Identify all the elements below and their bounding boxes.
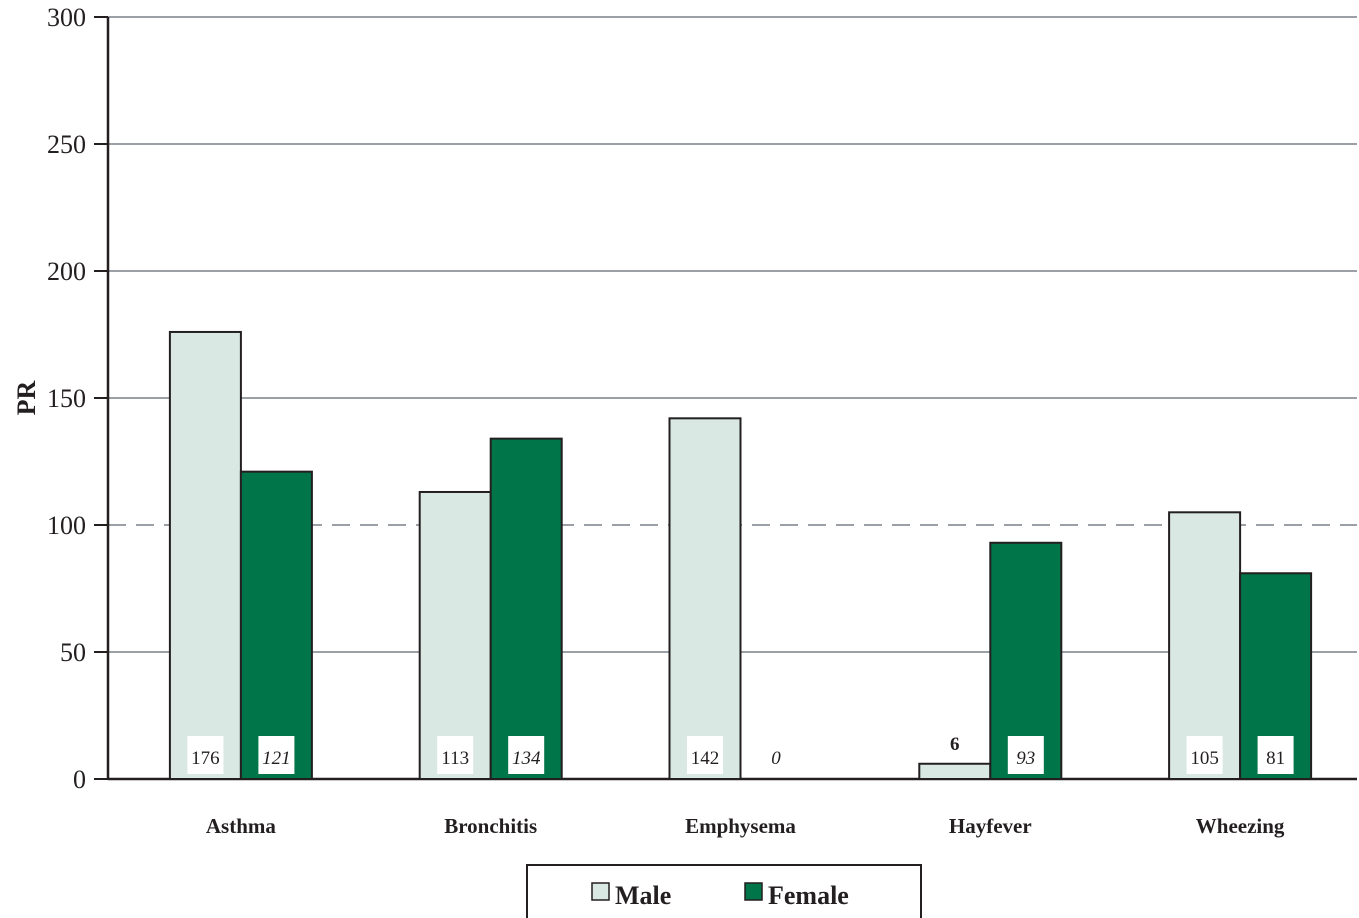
gridlines	[94, 16, 1357, 780]
data-label-bg	[1007, 736, 1044, 774]
data-label: 0	[771, 748, 781, 769]
data-label-bg	[437, 736, 474, 774]
data-label: 121	[262, 748, 291, 769]
category-label: Wheezing	[1196, 814, 1285, 838]
y-axis-label: PR	[12, 380, 41, 415]
y-tick-label: 200	[47, 257, 86, 286]
category-label: Asthma	[206, 814, 277, 838]
data-label: 142	[691, 748, 720, 769]
y-tick-label: 150	[47, 384, 86, 413]
category-label: Hayfever	[949, 814, 1032, 838]
data-label: 176	[191, 748, 220, 769]
data-label: 113	[441, 748, 469, 769]
data-label: 134	[512, 748, 541, 769]
y-tick-label: 100	[47, 511, 86, 540]
bar-male-asthma	[168, 330, 242, 780]
y-tick-label: 300	[47, 3, 86, 32]
y-tick-label: 250	[47, 130, 86, 159]
legend-swatch-female	[744, 882, 763, 901]
data-label-bg	[258, 736, 295, 774]
data-label: 6	[950, 734, 960, 755]
bars	[168, 330, 1313, 781]
data-label: 105	[1190, 748, 1219, 769]
bar-female-bronchitis	[489, 437, 563, 780]
legend-label-female: Female	[768, 881, 849, 910]
legend-label-male: Male	[615, 881, 671, 910]
data-labels: 176 121 113 134 142 0 6 93 105 81	[187, 734, 1294, 774]
data-label: 93	[1016, 748, 1035, 769]
bar-male-emphysema	[668, 417, 742, 780]
category-labels: Asthma Bronchitis Emphysema Hayfever Wheezin…	[206, 814, 1285, 838]
bar-male-bronchitis	[418, 490, 492, 780]
y-tick-labels: 0 50 100 150 200 250 300	[47, 3, 86, 794]
bar-male-hayfever	[918, 762, 992, 781]
data-label-bg	[687, 736, 723, 774]
legend-box	[526, 864, 922, 918]
data-label-bg	[1257, 736, 1294, 774]
y-tick-label: 0	[73, 765, 86, 794]
data-label-bg	[508, 736, 545, 774]
y-tick-label: 50	[60, 638, 86, 667]
category-label: Bronchitis	[444, 814, 537, 838]
legend-swatch-male	[591, 882, 610, 901]
data-label-bg	[187, 736, 224, 774]
bar-female-asthma	[239, 470, 313, 780]
data-label: 81	[1266, 748, 1285, 769]
category-label: Emphysema	[685, 814, 796, 838]
legend: Male Female	[526, 864, 922, 918]
data-label-bg	[1186, 736, 1223, 774]
